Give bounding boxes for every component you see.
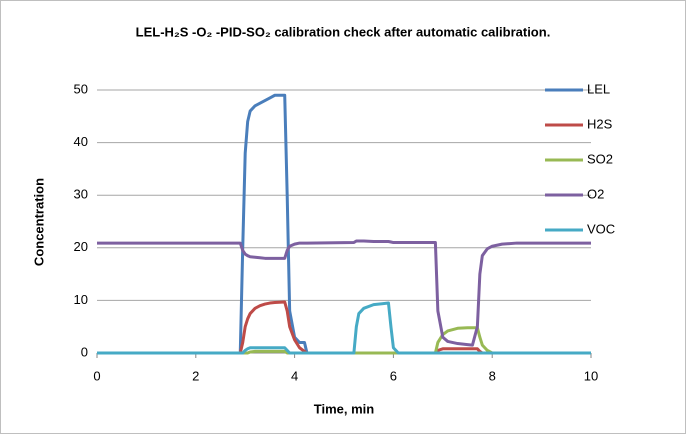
y-tick-label: 20 [74, 239, 88, 254]
y-tick-label: 40 [74, 134, 88, 149]
y-tick-label: 50 [74, 81, 88, 96]
series-line [97, 239, 591, 347]
series-line [97, 301, 591, 355]
chart-title: LEL-H₂S -O₂ -PID-SO₂ calibration check a… [136, 24, 551, 39]
x-tick-label: 0 [93, 368, 100, 383]
x-tick-label: 8 [489, 368, 496, 383]
legend-label: SO2 [587, 151, 613, 166]
y-tick-label: 10 [74, 292, 88, 307]
x-tick-label: 2 [192, 368, 199, 383]
legend-label: O2 [587, 186, 604, 201]
x-tick-label: 4 [291, 368, 298, 383]
x-tick-label: 6 [390, 368, 397, 383]
y-axis-label: Concentration [31, 178, 46, 266]
legend-label: VOC [587, 221, 615, 236]
y-tick-label: 0 [81, 344, 88, 359]
x-axis-label: Time, min [314, 401, 375, 416]
x-tick-label: 10 [584, 368, 598, 383]
y-tick-label: 30 [74, 187, 88, 202]
legend-label: LEL [587, 81, 610, 96]
legend-label: H2S [587, 116, 613, 131]
